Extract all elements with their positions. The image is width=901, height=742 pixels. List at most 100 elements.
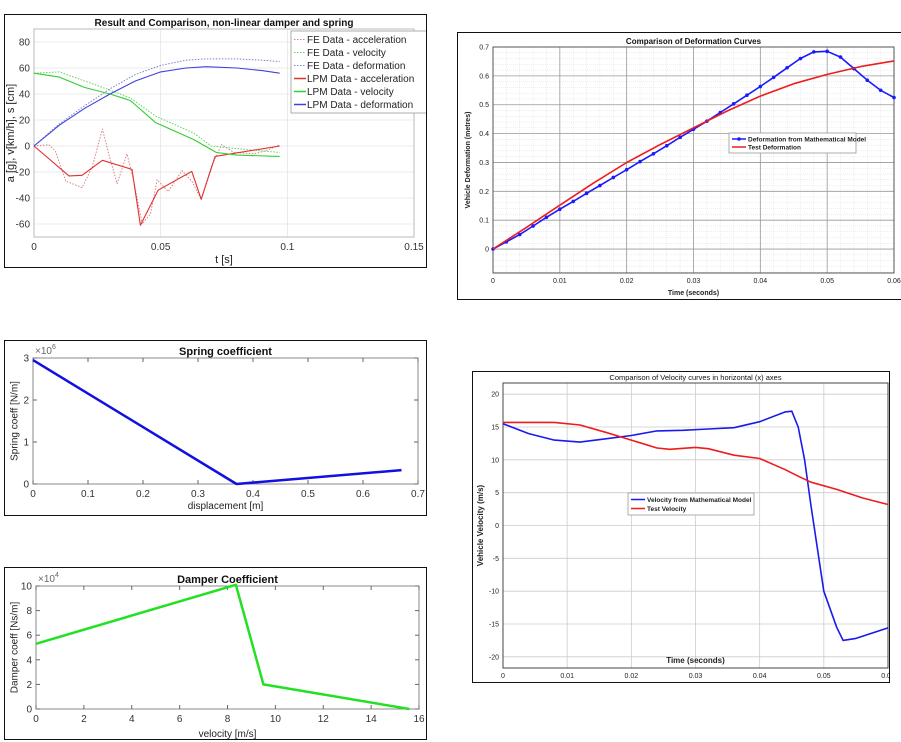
y-tick-label: 15 [491, 424, 499, 431]
x-tick-label: 0.05 [151, 242, 171, 253]
series-line-velocity-from-mathematical-model [502, 410, 889, 642]
y-axis-label: Vehicle Deformation (metres) [465, 112, 472, 209]
data-point-marker [758, 84, 763, 89]
y-tick-label: 8 [26, 606, 32, 617]
chart-damper-coefficient: 0 2 4 6 8 10 12 14 16 0 2 4 6 8 10 Damper Coefficient ve… [4, 567, 427, 740]
y-tick-label: 5 [495, 490, 499, 497]
x-tick-label: 0.1 [81, 489, 95, 500]
x-tick-label: 16 [413, 714, 425, 725]
x-tick-label: 0 [30, 489, 36, 500]
y-tick-label: 0.6 [479, 73, 489, 80]
data-point-marker [798, 56, 803, 61]
legend-entry-label: Deformation from Mathematical Model [748, 136, 866, 143]
data-point-marker [878, 88, 883, 93]
damper-series-group [35, 583, 410, 711]
data-point-marker [785, 65, 789, 70]
legend-entry-label: LPM Data - acceleration [307, 74, 414, 85]
y-tick-label: 4 [26, 655, 32, 666]
x-tick-label: 0.2 [136, 489, 150, 500]
axis-exponent-label: ×106 [35, 344, 56, 357]
chart-spring-coefficient: 0 0.1 0.2 0.3 0.4 0.5 0.6 0.7 0 1 2 3 Spring coeffic… [4, 340, 427, 516]
plot-area-frame [492, 46, 895, 274]
x-tick-label: 0 [31, 242, 37, 253]
x-tick-label: 4 [129, 714, 135, 725]
x-tick-label: 0.01 [553, 278, 567, 285]
x-tick-label: 0.06 [881, 673, 890, 680]
data-point-marker [731, 102, 736, 106]
data-point-marker [598, 183, 602, 188]
x-tick-label: 0.1 [280, 242, 294, 253]
series-line-test-deformation [492, 60, 895, 250]
data-point-marker [624, 167, 629, 172]
x-axis-label: velocity [m/s] [199, 729, 257, 740]
y-tick-label: 3 [23, 354, 29, 365]
data-point-marker [651, 151, 656, 156]
plot-area-frame [33, 28, 415, 238]
x-tick-label: 8 [225, 714, 231, 725]
data-point-marker [771, 75, 776, 80]
legend-marker [737, 137, 741, 141]
series-line-lpm-data-velocity [33, 72, 280, 157]
x-tick-label: 0.03 [687, 278, 701, 285]
data-point-marker [865, 78, 870, 82]
y-tick-label: 0.7 [479, 44, 489, 51]
y-tick-label: 1 [23, 438, 29, 449]
result-svg: 0 0.05 0.1 0.15 -60 -40 -20 0 20 40 60 80 Result and… [5, 18, 426, 266]
velocity-series-group [502, 410, 889, 642]
legend: Velocity from Mathematical Model Test Vel… [627, 492, 755, 516]
exponent-base: ×10 [38, 574, 55, 585]
legend-entry-label: Test Deformation [748, 144, 801, 151]
data-point-marker [544, 215, 549, 220]
data-point-marker [611, 175, 616, 180]
legend-entry-label: FE Data - deformation [307, 61, 405, 72]
x-axis-label: displacement [m] [188, 501, 264, 512]
y-axis-label: Damper coeff [Ns/m] [10, 602, 21, 694]
legend-entry-label: FE Data - acceleration [307, 35, 407, 46]
result-series-group [33, 58, 280, 226]
x-tick-label: 0.01 [560, 673, 574, 680]
x-tick-label: 0.06 [887, 278, 901, 285]
x-tick-label: 0.6 [356, 489, 370, 500]
exponent-base: ×10 [35, 346, 52, 357]
y-axis-label: a [g], v[km/h], s [cm] [5, 84, 17, 182]
chart-title: Comparison of Velocity curves in horizon… [609, 373, 781, 382]
velocity-svg: 0 0.01 0.02 0.03 0.04 0.05 0.06 -20 -15 -10 -5 0 5 10… [476, 373, 890, 680]
x-tick-label: 0.05 [817, 673, 831, 680]
y-tick-label: 10 [21, 582, 33, 593]
y-tick-label: 0.2 [479, 189, 489, 196]
x-tick-label: 0 [33, 714, 39, 725]
x-tick-label: 10 [270, 714, 282, 725]
x-tick-label: 0.3 [191, 489, 205, 500]
data-point-marker [584, 191, 589, 196]
y-tick-label: -60 [16, 220, 31, 231]
data-point-marker [664, 143, 669, 148]
y-tick-label: 0.4 [479, 131, 489, 138]
x-axis-label: Time (seconds) [666, 656, 725, 665]
y-tick-label: 0 [26, 705, 32, 716]
exponent-power: 4 [55, 572, 59, 579]
data-point-marker [838, 55, 843, 59]
legend-box [627, 492, 755, 516]
plot-area-frame [502, 382, 889, 669]
series-line-test-velocity [503, 421, 889, 506]
data-point-marker [517, 232, 522, 237]
legend-entry-label: LPM Data - velocity [307, 87, 394, 98]
y-tick-label: 0.3 [479, 160, 489, 167]
spring-svg: 0 0.1 0.2 0.3 0.4 0.5 0.6 0.7 0 1 2 3 Spring coeffic… [10, 344, 426, 512]
plot-area-frame [32, 357, 419, 485]
legend-box [290, 30, 426, 114]
legend-entry-label: FE Data - velocity [307, 48, 386, 59]
chart-result-comparison: 0 0.05 0.1 0.15 -60 -40 -20 0 20 40 60 80 Result and… [4, 14, 427, 268]
y-tick-label: -20 [16, 168, 31, 179]
series-line-damper-coefficient [35, 583, 410, 711]
exponent-power: 6 [52, 344, 56, 351]
data-point-marker [558, 207, 562, 212]
x-axis-label: Time (seconds) [668, 290, 719, 297]
x-tick-label: 0.04 [753, 673, 767, 680]
x-tick-label: 0.02 [620, 278, 634, 285]
deformation-series-group [491, 49, 896, 251]
series-line-fe-data-acceleration [33, 128, 280, 225]
data-point-marker [745, 93, 749, 98]
series-line-lpm-data-deformation [33, 66, 280, 147]
spring-series-group [32, 359, 402, 486]
